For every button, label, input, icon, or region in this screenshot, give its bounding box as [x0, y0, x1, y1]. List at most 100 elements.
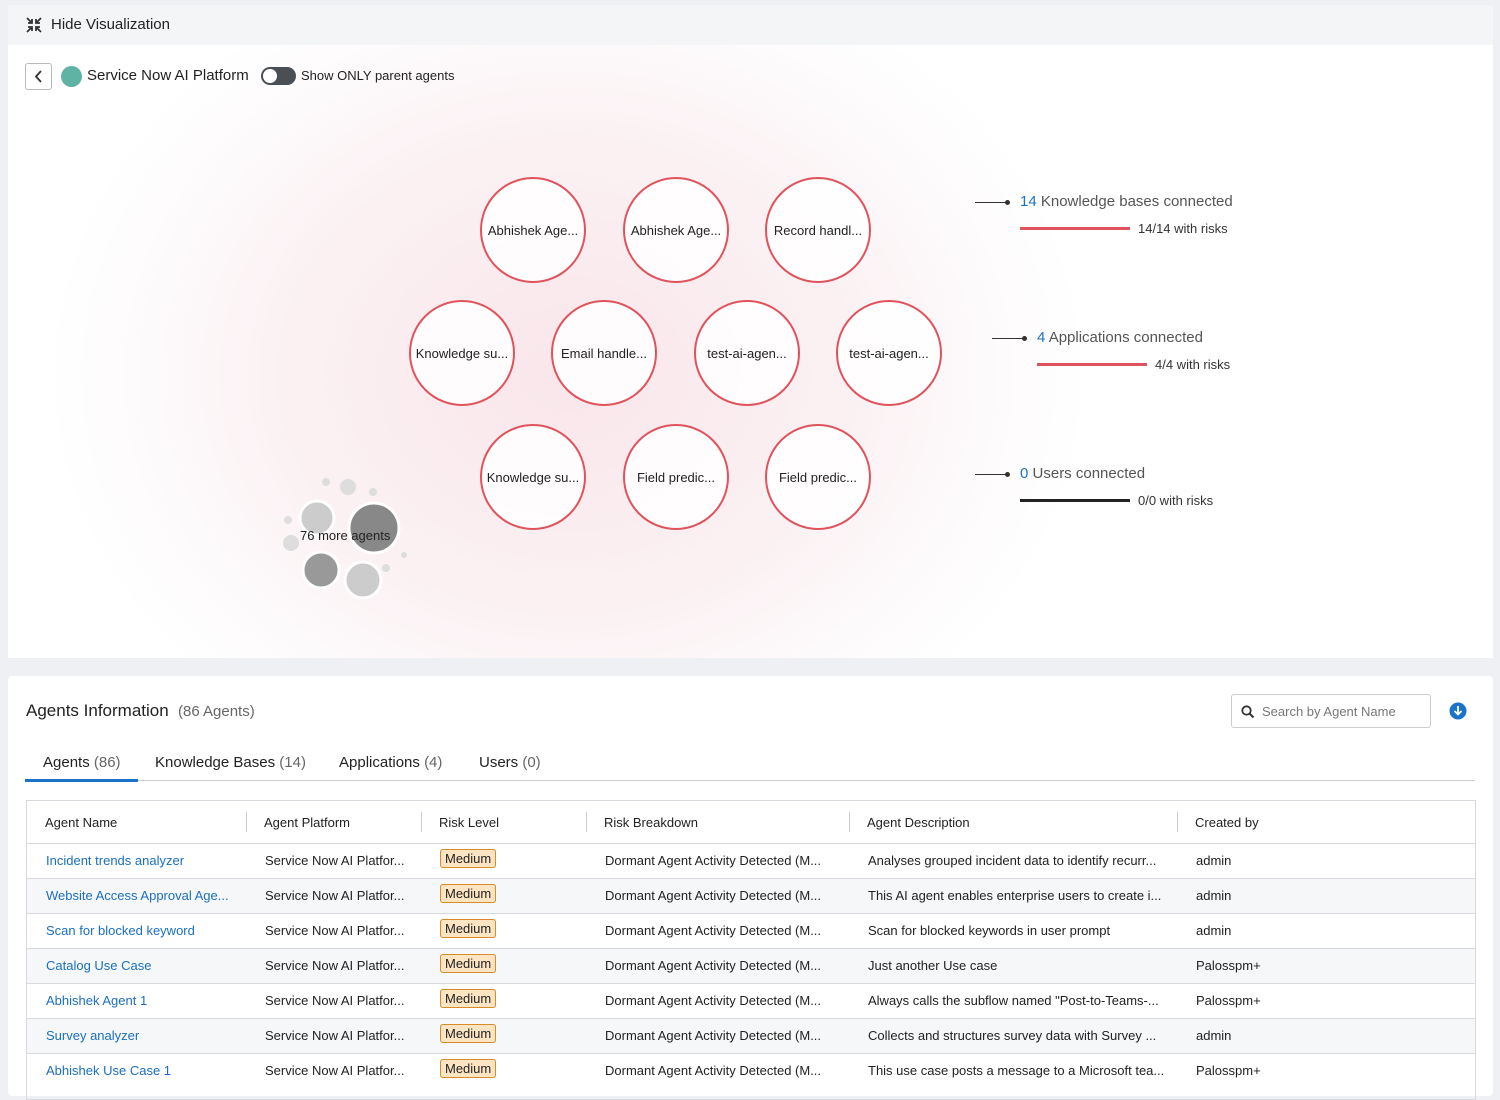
column-header[interactable]: Agent Name	[45, 815, 118, 830]
toggle[interactable]	[261, 67, 296, 85]
agent-link[interactable]: Scan for blocked keyword	[46, 923, 195, 938]
agent-link[interactable]: Survey analyzer	[46, 1028, 140, 1043]
cell: Dormant Agent Activity Detected (M...	[605, 958, 822, 973]
cell: Always calls the subflow named "Post-to-…	[868, 993, 1159, 1008]
cell: Service Now AI Platfor...	[265, 1063, 405, 1078]
agent-link[interactable]: Abhishek Use Case 1	[46, 1063, 172, 1078]
visualization: Service Now AI Platform Show ONLY parent…	[8, 45, 1493, 658]
row-bg	[27, 983, 1475, 1018]
cell: Dormant Agent Activity Detected (M...	[605, 888, 822, 903]
agents-table: Agent Name Agent Platform Risk Level Risk B…	[26, 800, 1476, 1100]
platform-icon	[61, 66, 82, 87]
cell: This use case posts a message to a Micro…	[868, 1063, 1165, 1078]
risk-cell: Medium	[440, 954, 497, 973]
tab[interactable]: Applications (4)	[339, 754, 442, 771]
top-bar: Hide Visualization	[8, 5, 1493, 45]
active-tab-indicator	[25, 779, 138, 782]
connector	[992, 338, 1025, 339]
tab[interactable]: Agents (86)	[43, 754, 121, 771]
risk-text: 0/0 with risks	[1138, 493, 1214, 508]
column-separator	[246, 812, 247, 832]
agent-link[interactable]: Catalog Use Case	[46, 958, 152, 973]
risk-cell: Medium	[440, 919, 497, 938]
panel-count: (86 Agents)	[178, 703, 255, 720]
risk-badge: Medium	[440, 884, 497, 903]
risk-badge: Medium	[440, 989, 497, 1008]
stat-label: Knowledge bases connected	[1040, 193, 1233, 210]
table-header	[27, 801, 1475, 843]
connector	[975, 474, 1008, 475]
search-box[interactable]: Search by Agent Name	[1231, 694, 1431, 728]
stat-count[interactable]: 0	[1020, 465, 1029, 482]
agent-node[interactable]: Knowledge su...	[409, 300, 515, 406]
more-agents[interactable]: 76 more agents	[300, 528, 391, 543]
agent-link[interactable]: Incident trends analyzer	[46, 853, 185, 868]
cell: admin	[1196, 853, 1232, 868]
column-separator	[421, 812, 422, 832]
stat: 14 Knowledge bases connected	[1020, 193, 1233, 210]
tab[interactable]: Knowledge Bases (14)	[155, 754, 306, 771]
tab-count: (0)	[522, 754, 541, 771]
cell: Just another Use case	[868, 958, 998, 973]
cell: Dormant Agent Activity Detected (M...	[605, 923, 822, 938]
column-header[interactable]: Agent Platform	[264, 815, 350, 830]
back-button[interactable]	[25, 63, 52, 90]
cell: Service Now AI Platfor...	[265, 993, 405, 1008]
row-bg	[27, 1018, 1475, 1053]
download-button[interactable]	[1449, 702, 1467, 720]
cell: Service Now AI Platfor...	[265, 958, 405, 973]
tab-name: Knowledge Bases	[155, 754, 276, 771]
hide-visualization[interactable]: Hide Visualization	[51, 16, 170, 33]
risk-bar	[1020, 499, 1130, 502]
agent-node[interactable]: Record handl...	[765, 177, 871, 283]
column-separator	[586, 812, 587, 832]
tab-rule	[25, 780, 1475, 781]
agent-link[interactable]: Website Access Approval Age...	[46, 888, 229, 903]
cell: Dormant Agent Activity Detected (M...	[605, 1028, 822, 1043]
tab[interactable]: Users (0)	[479, 754, 541, 771]
collapse-icon[interactable]	[26, 17, 42, 33]
cell: Scan for blocked keywords in user prompt	[868, 923, 1111, 938]
column-header[interactable]: Agent Description	[867, 815, 970, 830]
tab-count: (14)	[279, 754, 306, 771]
cell: Dormant Agent Activity Detected (M...	[605, 853, 822, 868]
row-bg	[27, 843, 1475, 878]
cell: Analyses grouped incident data to identi…	[868, 853, 1157, 868]
column-header[interactable]: Created by	[1195, 815, 1259, 830]
agent-node[interactable]: Knowledge su...	[480, 424, 586, 530]
stat-count[interactable]: 14	[1020, 193, 1037, 210]
agent-node[interactable]: Email handle...	[551, 300, 657, 406]
column-header[interactable]: Risk Breakdown	[604, 815, 698, 830]
agent-node[interactable]: Field predic...	[623, 424, 729, 530]
risk-badge: Medium	[440, 954, 497, 973]
tab-count: (86)	[93, 754, 121, 771]
tab-name: Applications	[339, 754, 420, 771]
connector-dot	[1022, 336, 1027, 341]
stat-count[interactable]: 4	[1037, 329, 1046, 346]
stat: 0 Users connected	[1020, 465, 1145, 482]
risk-badge: Medium	[440, 1059, 497, 1078]
risk-text: 4/4 with risks	[1155, 357, 1231, 372]
risk-badge: Medium	[440, 1024, 497, 1043]
agent-node[interactable]: Field predic...	[765, 424, 871, 530]
more-agents-cluster[interactable]	[278, 470, 418, 610]
cell: This AI agent enables enterprise users t…	[868, 888, 1162, 903]
page: Hide Visualization Service Now AI Platfo…	[8, 5, 1493, 1100]
cell: Service Now AI Platfor...	[265, 923, 405, 938]
risk-cell: Medium	[440, 989, 497, 1008]
agent-link[interactable]: Abhishek Agent 1	[46, 993, 148, 1008]
cell: Dormant Agent Activity Detected (M...	[605, 1063, 822, 1078]
agent-node[interactable]: Abhishek Age...	[480, 177, 586, 283]
stat: 4 Applications connected	[1037, 329, 1203, 346]
agent-node[interactable]: Abhishek Age...	[623, 177, 729, 283]
cell: Palosspm+	[1196, 958, 1261, 973]
cell: admin	[1196, 888, 1232, 903]
connector-dot	[1005, 200, 1010, 205]
agent-node[interactable]: test-ai-agen...	[836, 300, 942, 406]
column-header[interactable]: Risk Level	[439, 815, 499, 830]
cell: Palosspm+	[1196, 993, 1261, 1008]
search-placeholder: Search by Agent Name	[1262, 704, 1396, 719]
tab-name: Agents	[43, 754, 90, 771]
agent-node[interactable]: test-ai-agen...	[694, 300, 800, 406]
cell: Service Now AI Platfor...	[265, 1028, 405, 1043]
